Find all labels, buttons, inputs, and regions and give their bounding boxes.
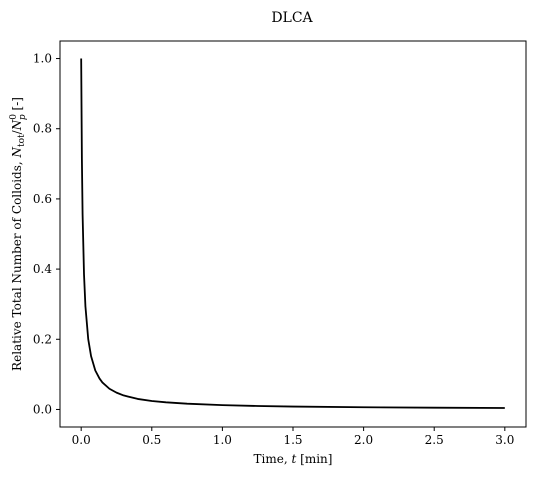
chart-title: DLCA [271,10,313,26]
y-axis-label-n: N [10,146,24,158]
y-axis-label-sub-p: p [18,114,28,120]
x-tick-label: 1.0 [213,433,232,447]
x-axis-label-prefix: Time, [254,452,292,466]
x-axis: 0.0 0.5 1.0 1.5 2.0 2.5 3.0 [72,427,514,447]
y-axis-label-unit: [-] [10,97,24,114]
y-tick-label: 1.0 [33,52,52,66]
y-axis-label-sub-tot: tot [17,134,27,147]
y-tick-label: 0.0 [33,402,52,416]
x-tick-label: 2.5 [425,433,444,447]
x-tick-label: 3.0 [495,433,514,447]
x-axis-label-variable: t [292,452,297,466]
y-axis-label-n2: N [10,119,24,131]
x-axis-label: Time, t [min] [254,452,333,466]
y-axis-label-prefix: Relative Total Number of Colloids, [10,157,24,370]
x-tick-label: 0.0 [72,433,91,447]
x-axis-label-unit: [min] [296,452,332,466]
y-axis-label: Relative Total Number of Colloids, Ntot/… [9,97,28,371]
y-axis: 0.0 0.2 0.4 0.6 0.8 1.0 [33,52,60,416]
x-tick-label: 0.5 [142,433,161,447]
y-tick-label: 0.4 [33,262,52,276]
y-axis-label-slash: / [10,129,24,134]
x-tick-label: 1.5 [283,433,302,447]
x-tick-label: 2.0 [354,433,373,447]
y-tick-label: 0.2 [33,332,52,346]
y-axis-label-sup-0: 0 [9,114,19,120]
y-tick-label: 0.8 [33,122,52,136]
y-tick-label: 0.6 [33,192,52,206]
series-line [80,58,505,409]
